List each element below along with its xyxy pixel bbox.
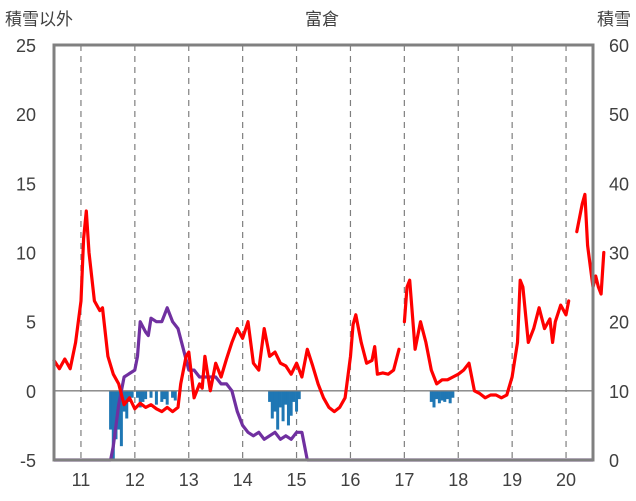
x-tick-15: 15 [287, 470, 307, 490]
blue-bar-36 [440, 390, 444, 401]
blue-bar-9 [136, 390, 140, 398]
y-right-tick-30: 30 [609, 244, 629, 264]
x-tick-19: 19 [502, 470, 522, 490]
x-tick-14: 14 [233, 470, 253, 490]
blue-bar-20 [268, 390, 272, 402]
blue-bars [109, 390, 455, 459]
y-right-tick-50: 50 [609, 105, 629, 125]
x-tick-20: 20 [556, 470, 576, 490]
y-left-tick--5: -5 [20, 451, 36, 471]
x-tick-13: 13 [179, 470, 199, 490]
y-right-tick-40: 40 [609, 174, 629, 194]
blue-bar-25 [281, 390, 285, 422]
right-tick-labels: 0 10 20 30 40 50 60 [609, 36, 629, 471]
blue-bar-16 [162, 390, 166, 400]
y-left-tick-15: 15 [16, 174, 36, 194]
blue-bar-32 [429, 390, 433, 402]
red-series-segment-1 [402, 278, 571, 400]
blue-bar-29 [292, 390, 296, 402]
y-right-tick-10: 10 [609, 382, 629, 402]
y-left-tick-0: 0 [26, 382, 36, 402]
blue-bar-10 [138, 390, 142, 408]
x-tick-12: 12 [125, 470, 145, 490]
x-tick-16: 16 [340, 470, 360, 490]
blue-bar-40 [451, 390, 455, 398]
blue-bar-35 [437, 390, 441, 404]
y-right-tick-0: 0 [609, 451, 619, 471]
blue-bar-17 [165, 390, 169, 405]
red-series-segment-0 [52, 209, 401, 414]
blue-bar-31 [297, 390, 301, 400]
blue-bar-19 [173, 390, 177, 401]
y-left-tick-25: 25 [16, 36, 36, 56]
red-series-segment-2 [575, 192, 606, 296]
y-right-tick-20: 20 [609, 313, 629, 333]
y-right-tick-60: 60 [609, 36, 629, 56]
blue-bar-18 [171, 390, 175, 398]
plot-frame [52, 43, 595, 462]
y-left-tick-20: 20 [16, 105, 36, 125]
chart-title: 富倉 [305, 10, 339, 30]
blue-bar-13 [149, 390, 153, 398]
purple-series-line [54, 306, 593, 462]
blue-bar-6 [125, 390, 129, 419]
y-left-tick-10: 10 [16, 244, 36, 264]
blue-bar-8 [130, 390, 134, 398]
blue-bar-1 [111, 390, 115, 459]
blue-bar-11 [141, 390, 145, 402]
left-axis-label: 積雪以外 [5, 10, 73, 30]
blue-bar-28 [289, 390, 293, 416]
blue-bar-22 [273, 390, 277, 412]
blue-bar-14 [154, 390, 158, 405]
blue-bar-34 [435, 390, 439, 400]
blue-bar-21 [270, 390, 274, 419]
red-series [52, 192, 606, 414]
y-left-tick-5: 5 [26, 313, 36, 333]
blue-bar-30 [295, 390, 299, 412]
x-tick-17: 17 [394, 470, 414, 490]
blue-bar-23 [276, 390, 280, 430]
blue-bar-26 [284, 390, 288, 405]
blue-bar-0 [109, 390, 113, 430]
blue-bar-33 [432, 390, 436, 408]
x-tick-18: 18 [448, 470, 468, 490]
x-tick-11: 11 [72, 470, 91, 490]
blue-bar-27 [286, 390, 290, 426]
left-tick-labels: -5 0 5 10 15 20 25 [16, 36, 36, 471]
blue-bar-12 [144, 390, 148, 400]
blue-bar-37 [443, 390, 447, 402]
blue-bar-39 [448, 390, 452, 404]
blue-bar-38 [445, 390, 449, 400]
purple-series [54, 306, 593, 462]
x-tick-labels: 11 12 13 14 15 16 17 18 19 20 [72, 470, 576, 490]
blue-bar-4 [119, 390, 123, 447]
right-axis-label: 積雪 [597, 10, 631, 30]
blue-bar-15 [160, 390, 164, 402]
blue-bar-24 [278, 390, 282, 408]
